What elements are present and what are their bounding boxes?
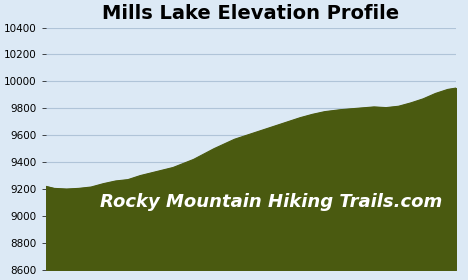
Text: Rocky Mountain Hiking Trails.com: Rocky Mountain Hiking Trails.com [100,193,443,211]
Title: Mills Lake Elevation Profile: Mills Lake Elevation Profile [102,4,400,23]
